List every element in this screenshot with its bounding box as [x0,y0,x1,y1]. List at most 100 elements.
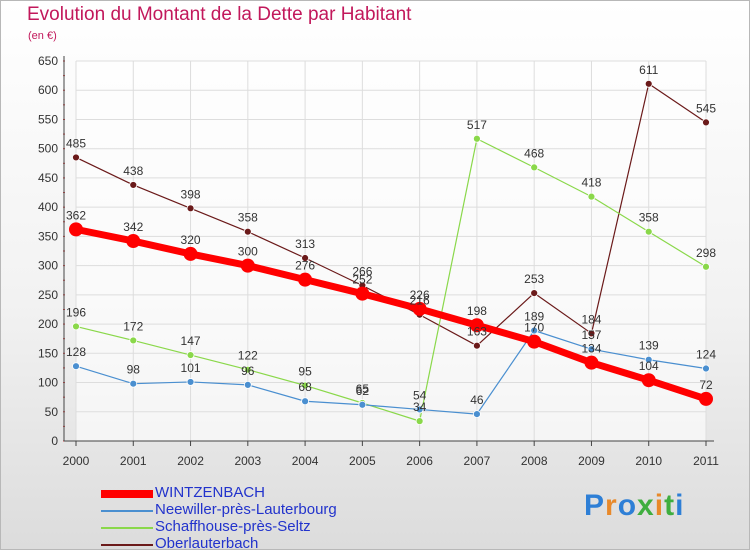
data-point [412,301,427,316]
data-point [183,246,198,261]
legend-swatch [101,544,153,546]
data-label: 298 [696,246,716,260]
legend-label: WINTZENBACH [155,484,265,501]
data-label: 54 [413,388,427,402]
data-point [473,134,481,143]
proxiti-logo: Proxiti [584,489,684,523]
series-line-0 [75,225,708,403]
x-tick-label: 2007 [464,454,491,468]
x-tick-label: 2001 [120,454,147,468]
logo-letter: P [584,489,606,522]
x-tick-label: 2008 [521,454,548,468]
data-point [126,234,141,249]
x-tick-label: 2005 [349,454,376,468]
logo-letter: t [664,489,676,522]
data-label: 358 [639,211,659,225]
data-label: 96 [241,364,255,378]
data-point [243,365,252,374]
data-label: 147 [181,334,201,348]
legend-label: Neewiller-près-Lauterbourg [155,501,337,518]
data-point [702,262,710,271]
x-tick-label: 2003 [234,454,261,468]
data-point [186,351,195,359]
data-label: 95 [298,364,312,378]
data-label: 184 [581,312,601,326]
data-point [129,379,138,388]
logo-letter: o [617,489,638,522]
legend-swatch [101,490,153,498]
y-tick-label: 250 [38,288,58,302]
data-label: 362 [66,208,86,222]
x-tick-label: 2010 [635,454,662,468]
data-label: 253 [524,272,544,286]
data-point [644,79,653,88]
data-point [301,397,309,406]
logo-letter: x [637,489,655,522]
logo-letter: i [654,489,665,522]
data-point [186,378,195,386]
data-point [243,227,252,236]
data-label: 276 [295,259,315,273]
x-tick-label: 2009 [578,454,605,468]
data-point [240,258,255,273]
data-point [587,192,596,201]
data-label: 468 [524,146,544,160]
data-point [301,254,309,262]
chart-unit: (en €) [28,30,57,42]
data-label: 398 [181,187,201,201]
data-point [530,289,539,297]
data-label: 216 [410,294,430,308]
y-tick-label: 450 [38,171,58,185]
data-label: 163 [467,325,487,339]
data-point [587,329,596,338]
x-tick-label: 2002 [177,454,204,468]
data-label: 72 [699,378,713,392]
data-label: 358 [238,211,258,225]
data-point [699,391,713,406]
data-label: 124 [696,348,716,362]
data-label: 34 [413,400,427,414]
data-label: 98 [127,363,141,377]
data-label: 438 [123,164,143,178]
data-point [702,364,710,373]
y-tick-label: 650 [38,54,58,68]
data-point [702,118,710,127]
data-point [530,163,539,172]
data-label: 65 [356,382,370,396]
y-tick-label: 100 [38,376,58,390]
data-label: 485 [66,136,86,150]
data-label: 611 [639,63,658,77]
y-tick-label: 200 [38,317,58,331]
data-label: 122 [238,349,258,363]
data-label: 189 [524,310,544,324]
x-tick-label: 2004 [292,454,319,468]
data-point [469,318,484,333]
chart-title: Evolution du Montant de la Dette par Hab… [27,4,412,25]
y-tick-label: 550 [38,112,58,126]
data-label: 252 [352,273,372,287]
data-label: 196 [66,305,86,319]
data-label: 517 [467,118,487,132]
data-point [358,400,367,409]
data-label: 300 [238,245,258,259]
data-point [641,373,656,388]
data-label: 172 [123,319,143,333]
data-label: 62 [356,384,370,398]
series-line-2 [75,138,707,422]
data-label: 198 [467,304,487,318]
x-tick-label: 2011 [693,454,719,468]
legend-swatch [101,510,153,512]
legend-label: Oberlauterbach [155,535,259,550]
legend-swatch [101,527,153,529]
y-tick-label: 600 [38,83,58,97]
data-point [69,222,83,237]
data-point [530,326,539,335]
y-tick-label: 500 [38,142,58,156]
data-label: 157 [581,328,601,342]
data-point [584,355,599,370]
data-point [298,272,313,287]
series-line-1 [75,329,707,415]
data-point [644,227,653,236]
legend-label: Schaffhouse-près-Seltz [155,518,311,535]
